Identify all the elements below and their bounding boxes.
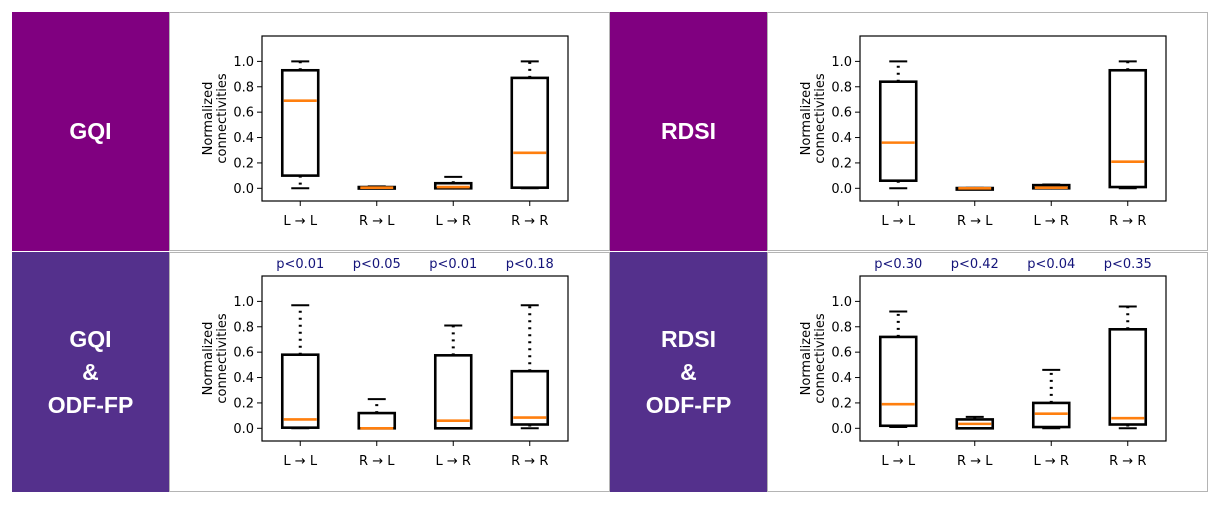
- boxplot-chart: 0.0 0.2 0.4 0.6 0.8 1.0 Normalized connectiviti…: [201, 35, 569, 229]
- axes-frame: [859, 275, 1167, 442]
- x-tick-label: R → L: [957, 214, 993, 229]
- box-body: [1108, 68, 1148, 189]
- p-value-label: p<0.05: [353, 257, 401, 272]
- box-1: [280, 304, 320, 430]
- y-tick-label: 0.4: [831, 131, 852, 146]
- y-tick-label: 0.6: [831, 106, 852, 121]
- box-3: [1031, 368, 1071, 430]
- y-axis-label: connectivities: [813, 313, 828, 403]
- y-tick-label: 0.2: [233, 396, 254, 411]
- y-axis-label: Normalized: [201, 322, 216, 396]
- y-tick-label: 0.8: [831, 80, 852, 95]
- box-2: [955, 415, 995, 430]
- box-body: [878, 80, 918, 182]
- x-tick-label: R → R: [1109, 214, 1146, 229]
- y-tick-label: 0.6: [233, 106, 254, 121]
- y-tick-label: 0.8: [233, 320, 254, 335]
- plot-panel-rdsi-odf-fp: 0.0 0.2 0.4 0.6 0.8 1.0 Normalized connectiviti…: [767, 252, 1208, 492]
- box-body: [510, 369, 550, 426]
- y-tick-label: 0.6: [831, 346, 852, 361]
- y-tick-label: 0.8: [233, 80, 254, 95]
- p-value-label: p<0.01: [276, 257, 324, 272]
- y-tick-label: 0.2: [831, 156, 852, 171]
- axes-frame: [261, 275, 569, 442]
- label-gqi-odf-fp: GQI & ODF-FP: [12, 252, 169, 492]
- x-tick-label: L → R: [1034, 214, 1069, 229]
- label-rdsi-odf-fp: RDSI & ODF-FP: [610, 252, 767, 492]
- box-3: [433, 324, 473, 430]
- p-value-label: p<0.35: [1104, 257, 1152, 272]
- y-tick-label: 1.0: [233, 295, 254, 310]
- box-body: [510, 76, 550, 189]
- x-tick-label: L → R: [436, 214, 471, 229]
- x-tick-label: L → R: [436, 454, 471, 469]
- x-tick-label: R → R: [511, 454, 548, 469]
- x-tick-label: R → L: [359, 214, 395, 229]
- y-tick-label: 1.0: [233, 55, 254, 70]
- box-4: [1108, 60, 1148, 190]
- box-body: [280, 353, 320, 429]
- boxplot-chart: 0.0 0.2 0.4 0.6 0.8 1.0 Normalized connectiviti…: [799, 257, 1167, 469]
- x-tick-label: L → L: [283, 214, 317, 229]
- box-1: [878, 60, 918, 190]
- boxplot-chart: 0.0 0.2 0.4 0.6 0.8 1.0 Normalized connectiviti…: [201, 257, 569, 469]
- box-body: [878, 335, 918, 428]
- y-axis-label: Normalized: [799, 322, 814, 396]
- x-tick-label: L → L: [881, 454, 915, 469]
- box-2: [955, 186, 995, 191]
- plot-panel-rdsi: 0.0 0.2 0.4 0.6 0.8 1.0 Normalized connectiviti…: [767, 12, 1208, 251]
- x-tick-label: R → L: [359, 454, 395, 469]
- box-4: [1108, 305, 1148, 430]
- y-axis-label: connectivities: [215, 313, 230, 403]
- y-tick-label: 1.0: [831, 55, 852, 70]
- box-3: [433, 175, 473, 190]
- p-value-label: p<0.01: [429, 257, 477, 272]
- label-rdsi: RDSI: [610, 12, 767, 251]
- figure-grid: GQI 0.0 0.2 0.4 0.6 0.8 1.0 Normalized connecti…: [12, 12, 1208, 492]
- plot-panel-gqi-odf-fp: 0.0 0.2 0.4 0.6 0.8 1.0 Normalized connectiviti…: [169, 252, 610, 492]
- box-1: [878, 310, 918, 429]
- x-tick-label: R → R: [511, 214, 548, 229]
- y-axis-label: connectivities: [215, 73, 230, 163]
- y-tick-label: 0.2: [831, 396, 852, 411]
- x-tick-label: R → R: [1109, 454, 1146, 469]
- box-3: [1031, 183, 1071, 190]
- box-body: [357, 411, 397, 430]
- y-tick-label: 0.8: [831, 320, 852, 335]
- y-tick-label: 0.0: [233, 422, 254, 437]
- y-tick-label: 0.2: [233, 156, 254, 171]
- y-tick-label: 0.0: [233, 182, 254, 197]
- axes-frame: [261, 35, 569, 202]
- boxplot-chart: 0.0 0.2 0.4 0.6 0.8 1.0 Normalized connectiviti…: [799, 35, 1167, 229]
- box-body: [433, 354, 473, 430]
- x-tick-label: L → R: [1034, 454, 1069, 469]
- p-value-label: p<0.30: [874, 257, 922, 272]
- y-axis-label: Normalized: [799, 82, 814, 156]
- y-tick-label: 0.4: [233, 371, 254, 386]
- y-tick-label: 0.4: [233, 131, 254, 146]
- box-2: [357, 185, 397, 190]
- p-value-label: p<0.04: [1027, 257, 1075, 272]
- x-tick-label: L → L: [881, 214, 915, 229]
- y-tick-label: 0.0: [831, 422, 852, 437]
- axes-frame: [859, 35, 1167, 202]
- label-gqi: GQI: [12, 12, 169, 251]
- plot-panel-gqi: 0.0 0.2 0.4 0.6 0.8 1.0 Normalized connectiviti…: [169, 12, 610, 251]
- y-tick-label: 1.0: [831, 295, 852, 310]
- y-tick-label: 0.0: [831, 182, 852, 197]
- box-2: [357, 398, 397, 430]
- y-tick-label: 0.6: [233, 346, 254, 361]
- box-1: [280, 60, 320, 190]
- box-body: [1108, 328, 1148, 426]
- x-tick-label: L → L: [283, 454, 317, 469]
- y-tick-label: 0.4: [831, 371, 852, 386]
- box-4: [510, 60, 550, 190]
- box-4: [510, 304, 550, 430]
- p-value-label: p<0.42: [951, 257, 999, 272]
- box-body: [280, 68, 320, 177]
- y-axis-label: Normalized: [201, 82, 216, 156]
- x-tick-label: R → L: [957, 454, 993, 469]
- p-value-label: p<0.18: [506, 257, 554, 272]
- y-axis-label: connectivities: [813, 73, 828, 163]
